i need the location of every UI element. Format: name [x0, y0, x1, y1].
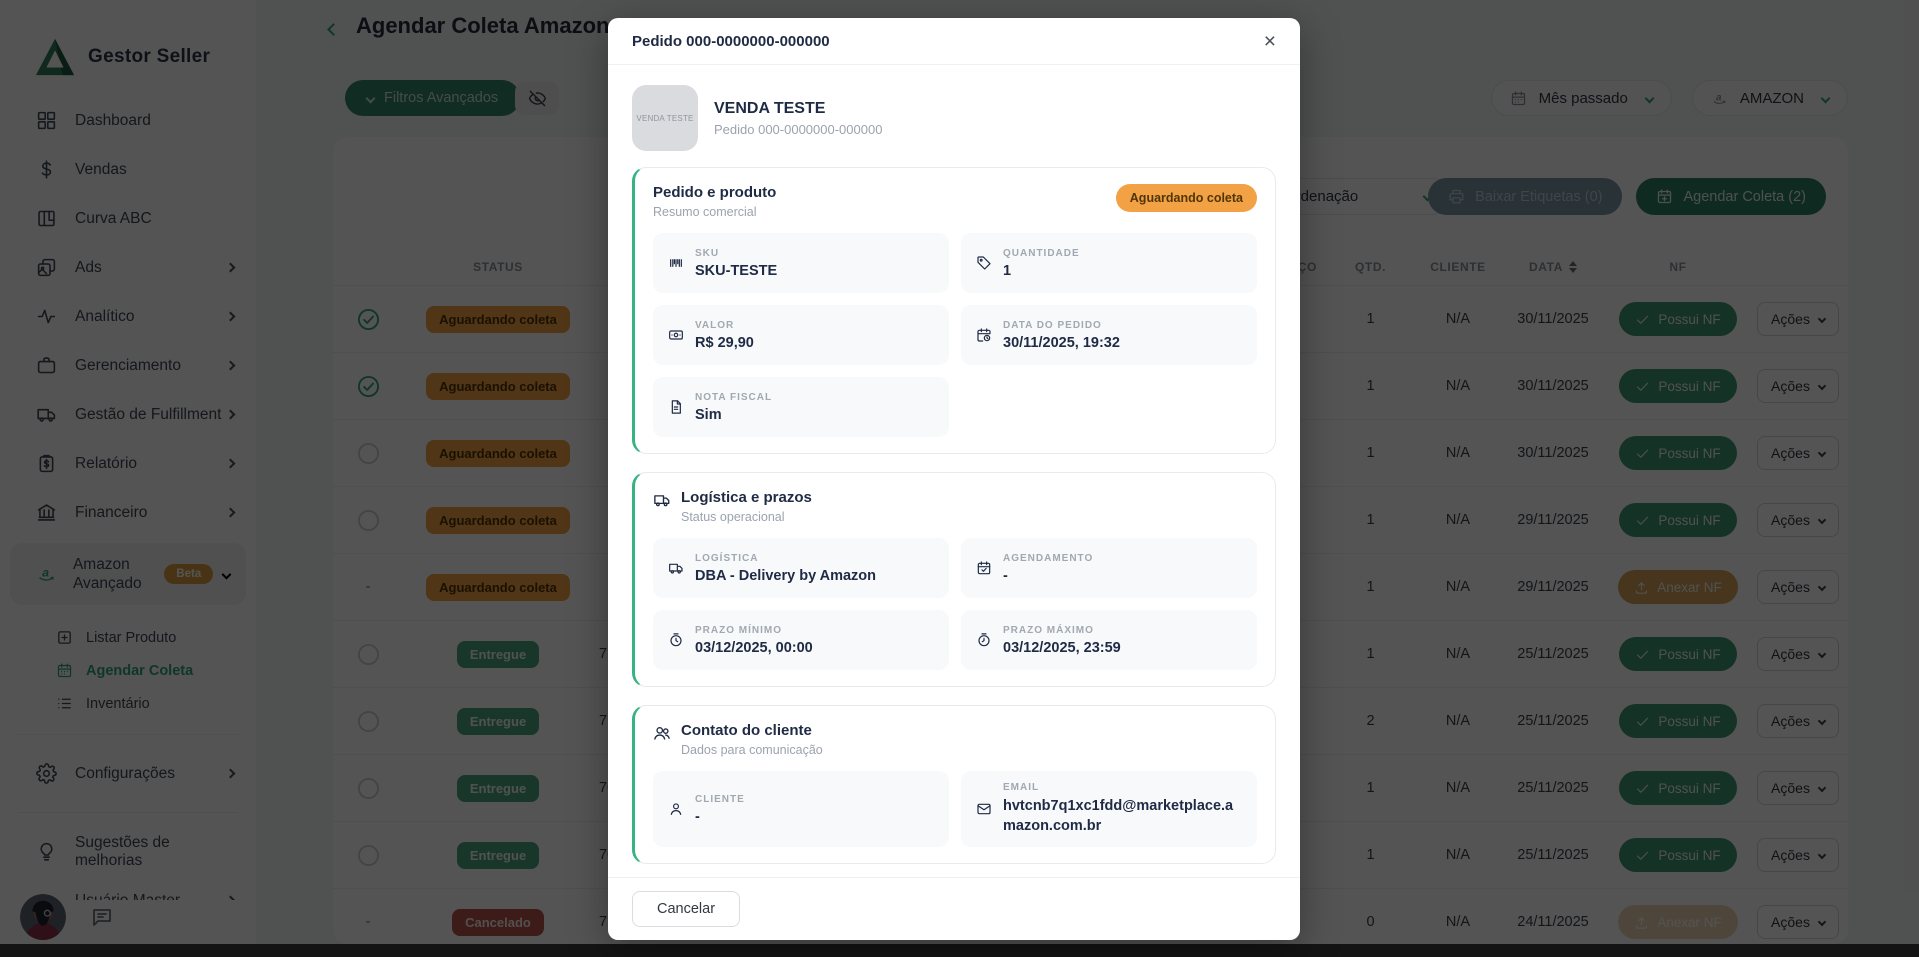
truck-icon: [653, 491, 671, 509]
section-title: Contato do cliente: [681, 722, 812, 739]
section-subtitle: Dados para comunicação: [681, 743, 823, 757]
calendar-clock-icon: [976, 327, 992, 343]
users-icon: [653, 724, 671, 742]
field-valor: VALOR R$ 29,90: [653, 305, 949, 365]
field-nota-fiscal: NOTA FISCAL Sim: [653, 377, 949, 437]
field-log-stica: LOGÍSTICA DBA - Delivery by Amazon: [653, 538, 949, 598]
user-icon: [668, 801, 684, 817]
product-image-placeholder: VENDA TESTE: [632, 85, 698, 151]
clock-start-icon: [668, 632, 684, 648]
section-header: Pedido e produto Resumo comercial Aguarda…: [653, 184, 1257, 219]
field-agendamento: AGENDAMENTO -: [961, 538, 1257, 598]
tag-icon: [976, 255, 992, 271]
field-prazo-m-ximo: PRAZO MÁXIMO 03/12/2025, 23:59: [961, 610, 1257, 670]
calendar-check-icon: [976, 560, 992, 576]
bottom-bar: [0, 944, 1919, 957]
truck-icon: [668, 560, 684, 576]
mail-icon: [976, 801, 992, 817]
modal-section-0: Pedido e produto Resumo comercial Aguarda…: [632, 167, 1276, 454]
section-header: Contato do cliente Dados para comunicaçã…: [653, 722, 1257, 757]
field-email: EMAIL hvtcnb7q1xc1fdd@marketplace.amazon…: [961, 771, 1257, 848]
cancel-button[interactable]: Cancelar: [632, 891, 741, 927]
section-header: Logística e prazos Status operacional: [653, 489, 1257, 524]
product-order-id: Pedido 000-0000000-000000: [714, 121, 883, 137]
product-name: VENDA TESTE: [714, 99, 826, 117]
file-icon: [668, 399, 684, 415]
section-subtitle: Status operacional: [681, 510, 785, 524]
status-badge: Aguardando coleta: [1115, 184, 1257, 212]
close-icon[interactable]: ×: [1263, 29, 1276, 53]
barcode-icon: [668, 255, 684, 271]
modal-title: Pedido 000-0000000-000000: [632, 32, 830, 50]
order-details-modal: Pedido 000-0000000-000000 × VENDA TESTE …: [608, 18, 1300, 940]
modal-section-2: Contato do cliente Dados para comunicaçã…: [632, 705, 1276, 865]
field-cliente: CLIENTE -: [653, 771, 949, 848]
modal-footer: Cancelar: [608, 877, 1300, 940]
modal-section-1: Logística e prazos Status operacional LO…: [632, 472, 1276, 687]
field-data-do-pedido: DATA DO PEDIDO 30/11/2025, 19:32: [961, 305, 1257, 365]
banknote-icon: [668, 327, 684, 343]
section-title: Logística e prazos: [681, 489, 812, 506]
section-title: Pedido e produto: [653, 184, 777, 201]
field-sku: SKU SKU-TESTE: [653, 233, 949, 293]
modal-header: Pedido 000-0000000-000000 ×: [608, 18, 1300, 65]
section-subtitle: Resumo comercial: [653, 205, 757, 219]
product-summary: VENDA TESTE VENDA TESTE Pedido 000-00000…: [632, 85, 1276, 151]
clock-end-icon: [976, 632, 992, 648]
modal-body: VENDA TESTE VENDA TESTE Pedido 000-00000…: [608, 65, 1300, 877]
field-quantidade: QUANTIDADE 1: [961, 233, 1257, 293]
field-prazo-m-nimo: PRAZO MÍNIMO 03/12/2025, 00:00: [653, 610, 949, 670]
